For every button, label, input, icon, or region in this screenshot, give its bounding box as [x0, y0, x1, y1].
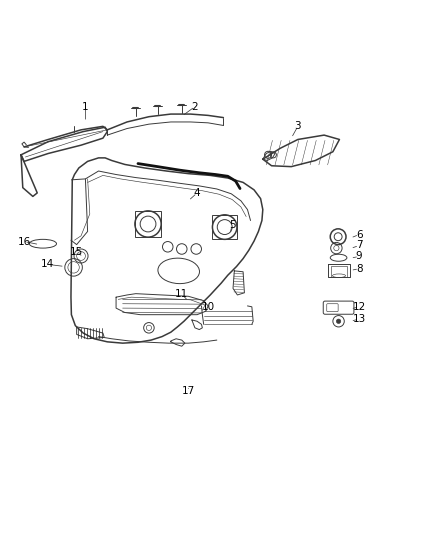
Text: 1: 1	[82, 102, 89, 111]
Text: 2: 2	[191, 102, 198, 111]
Text: 8: 8	[356, 264, 363, 273]
Text: 17: 17	[182, 386, 195, 397]
Text: 6: 6	[356, 230, 363, 239]
Text: 11: 11	[175, 289, 188, 299]
Text: 4: 4	[194, 188, 201, 198]
Circle shape	[336, 319, 341, 324]
Text: 9: 9	[356, 252, 363, 261]
Text: 14: 14	[41, 260, 54, 269]
Text: 10: 10	[201, 302, 215, 312]
Text: 7: 7	[356, 240, 363, 251]
Text: 12: 12	[353, 302, 366, 312]
Text: 5: 5	[229, 220, 236, 230]
Text: 16: 16	[18, 237, 31, 247]
Text: 3: 3	[294, 122, 301, 131]
Text: 15: 15	[70, 247, 83, 257]
Text: 13: 13	[353, 314, 366, 324]
